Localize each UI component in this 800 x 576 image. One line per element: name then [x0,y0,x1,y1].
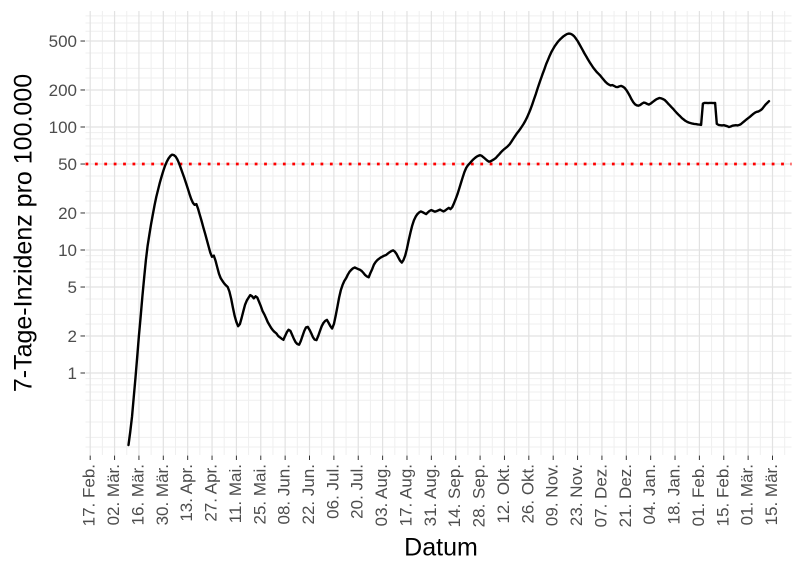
x-tick-label: 26. Okt. [518,464,537,524]
x-axis-title: Datum [404,533,478,562]
x-tick-label: 17. Feb. [80,464,99,526]
x-axis-labels: 17. Feb. 02. Mär. 16. Mär. 30. Mär. 13. Apr.… [80,464,781,527]
axis-ticks [80,40,773,460]
grid-major [85,11,792,455]
x-tick-label: 15. Mär. [762,464,781,525]
x-tick-label: 30. Mär. [153,464,172,525]
x-tick-label: 27. Apr. [202,464,221,522]
x-tick-label: 12. Okt. [494,464,513,524]
y-tick-label: 50 [58,155,77,174]
x-tick-label: 01. Feb. [689,464,708,526]
x-tick-label: 07. Dez. [591,464,610,527]
y-tick-label: 100 [49,118,77,137]
x-tick-label: 28. Sep. [470,464,489,527]
x-tick-label: 22. Jun. [299,464,318,525]
x-tick-label: 16. Mär. [128,464,147,525]
x-tick-label: 06. Jul. [323,464,342,519]
x-tick-label: 21. Dez. [616,464,635,527]
y-tick-label: 200 [49,81,77,100]
x-tick-label: 01. Mär. [738,464,757,525]
x-tick-label: 14. Sep. [445,464,464,527]
panel-background [85,11,792,455]
y-tick-label: 10 [58,241,77,260]
x-tick-label: 09. Nov. [543,464,562,526]
x-tick-label: 11. Mai. [226,464,245,523]
x-tick-label: 15. Feb. [713,464,732,526]
x-tick-label: 25. Mai. [250,464,269,524]
incidence-line [127,32,771,447]
x-tick-label: 13. Apr. [177,464,196,522]
y-axis-labels: 1 2 5 10 20 50 100 200 500 [49,32,77,383]
y-axis-title: 7-Tage-Inzidenz pro 100.000 [9,73,38,393]
y-tick-label: 1 [68,364,77,383]
y-tick-label: 5 [68,278,77,297]
x-tick-label: 04. Jan. [640,464,659,525]
incidence-series [127,32,771,447]
y-tick-label: 500 [49,32,77,51]
grid-minor [85,11,792,455]
x-tick-label: 20. Jul. [348,464,367,519]
x-tick-label: 23. Nov. [567,464,586,526]
x-tick-label: 31. Aug. [421,464,440,526]
x-tick-label: 17. Aug. [397,464,416,526]
x-tick-label: 03. Aug. [372,464,391,526]
x-tick-label: 02. Mär. [104,464,123,525]
x-tick-label: 08. Jun. [275,464,294,525]
y-tick-label: 2 [68,327,77,346]
x-tick-label: 18. Jan. [665,464,684,525]
y-tick-label: 20 [58,204,77,223]
